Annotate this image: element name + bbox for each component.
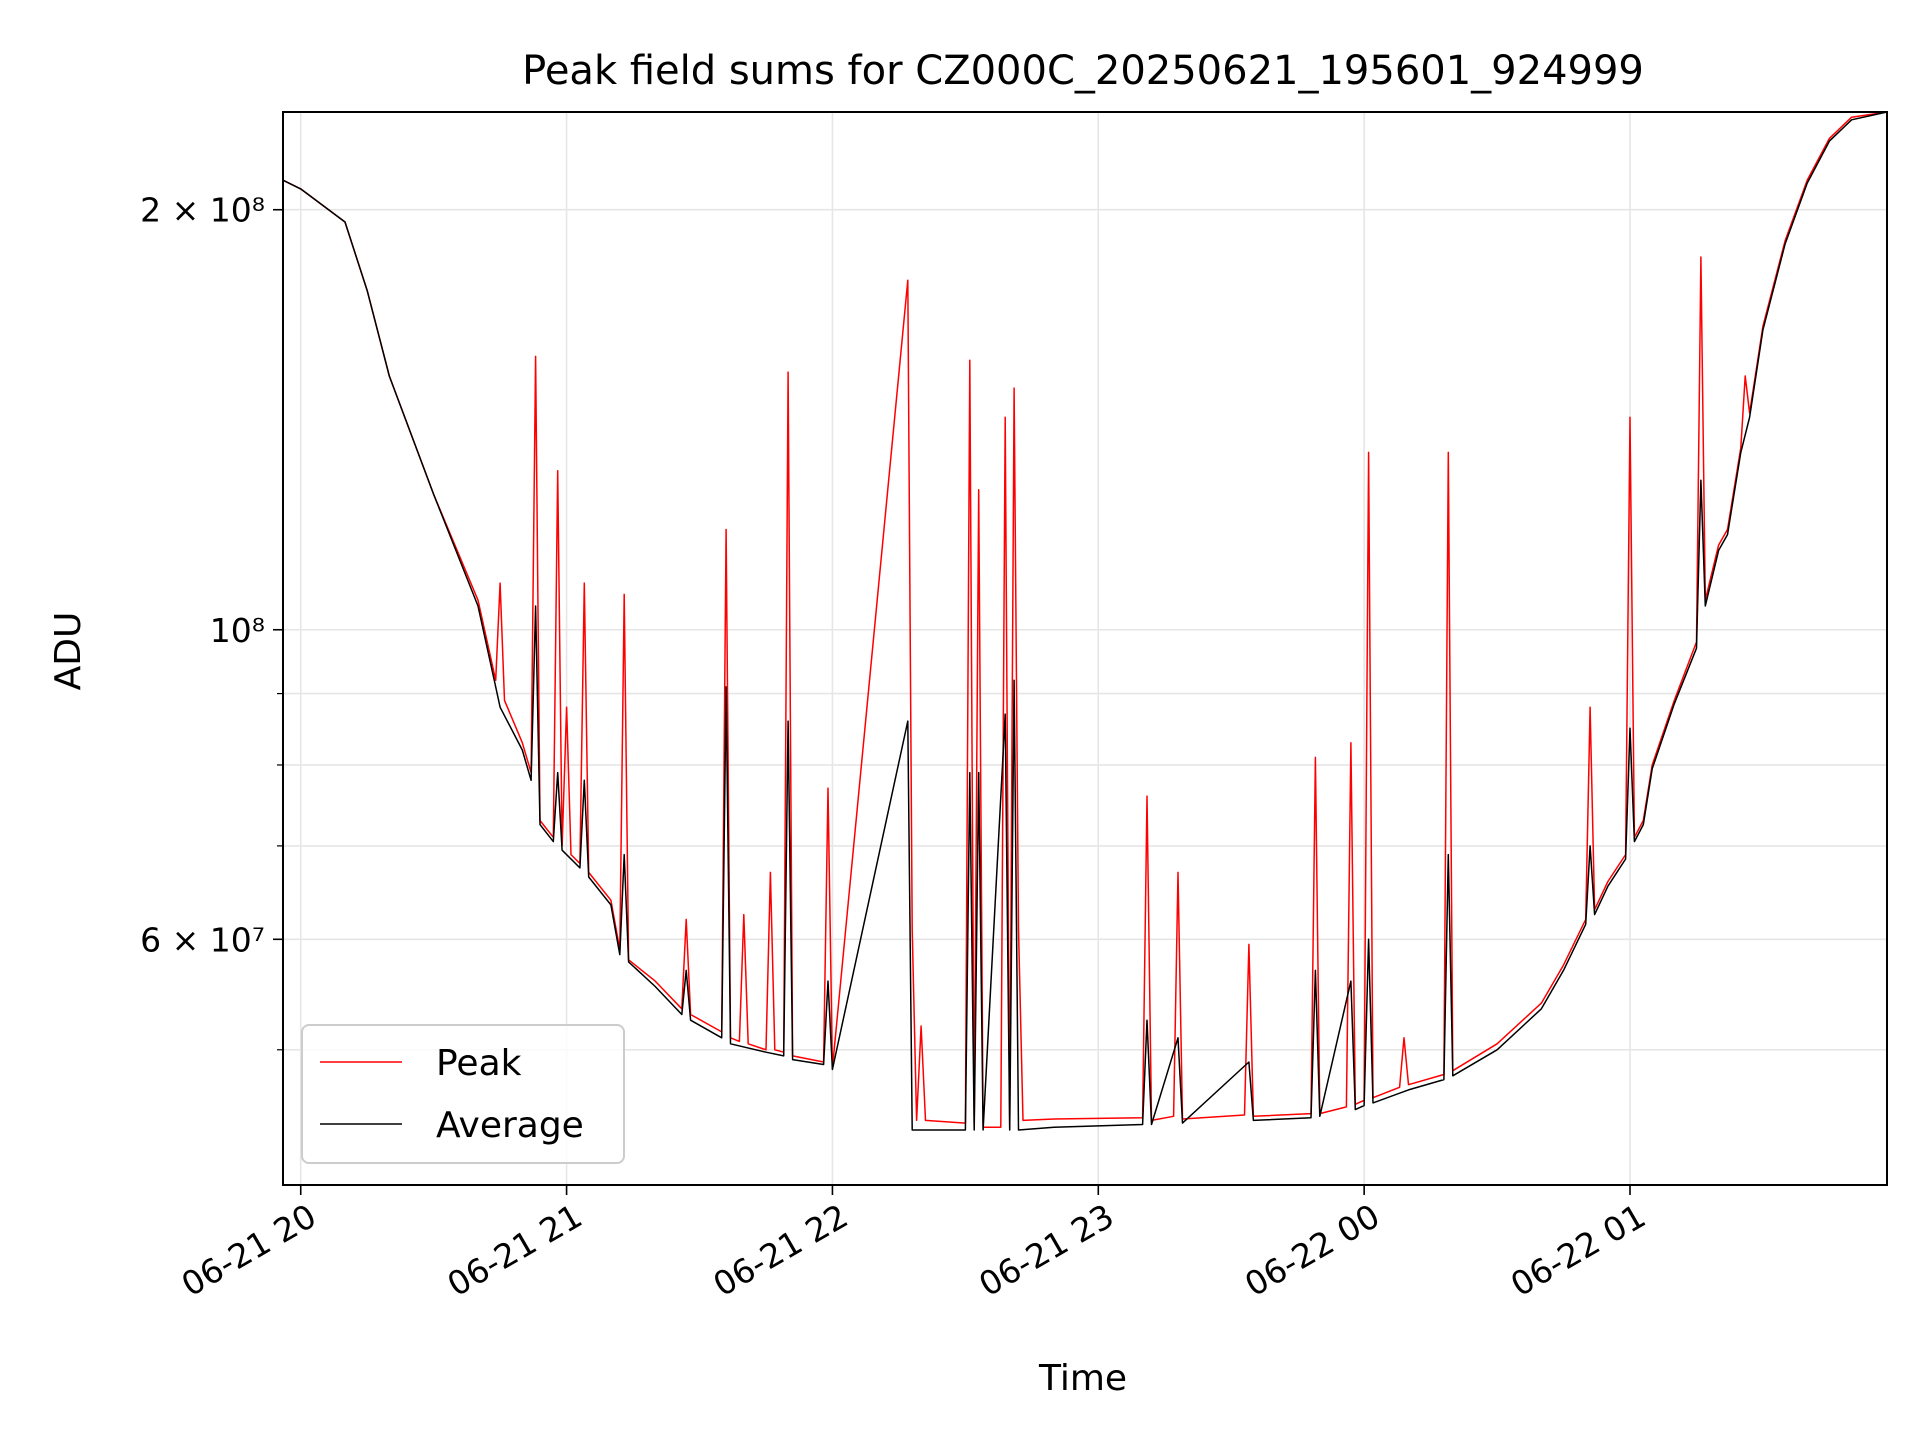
series-line-peak (282, 111, 1888, 1128)
y-tick-label: 6 × 10⁷ (140, 920, 265, 959)
series-line-average (282, 111, 1888, 1131)
legend-label-peak: Peak (436, 1043, 522, 1084)
legend-label-average: Average (436, 1105, 584, 1146)
legend-box (301, 1024, 625, 1164)
chart-title: Peak field sums for CZ000C_20250621_1956… (522, 48, 1644, 94)
legend: Peak Average (301, 1024, 625, 1164)
x-axis-label: Time (1038, 1358, 1127, 1399)
y-tick-label: 2 × 10⁸ (140, 191, 265, 230)
y-tick-label: 10⁸ (210, 611, 265, 650)
grid (283, 112, 1887, 1185)
series-group (282, 111, 1888, 1131)
plot-area-frame (282, 111, 1888, 1186)
y-axis-label: ADU (48, 612, 89, 691)
